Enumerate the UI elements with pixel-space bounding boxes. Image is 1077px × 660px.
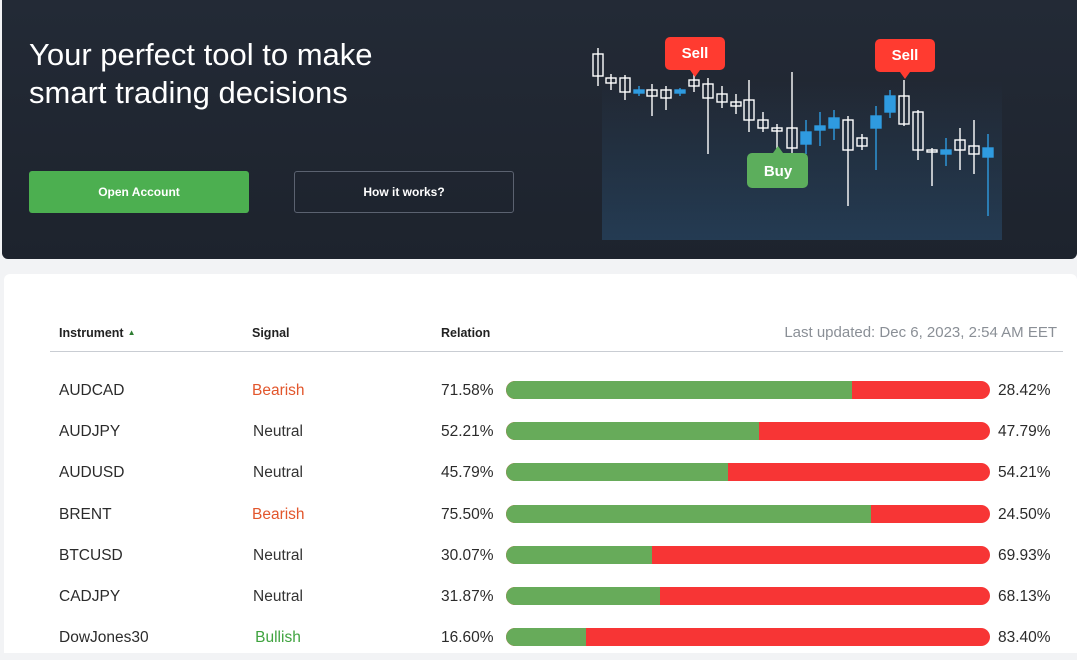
buy-percentage: 45.79% bbox=[441, 464, 494, 482]
signal-label: Neutral bbox=[253, 423, 303, 441]
sort-ascending-icon: ▲ bbox=[127, 328, 136, 337]
relation-bar-fill bbox=[506, 381, 853, 399]
how-it-works-button[interactable]: How it works? bbox=[294, 171, 514, 213]
relation-column-header: Relation bbox=[441, 326, 491, 340]
relation-bar bbox=[506, 545, 990, 564]
instrument-column-header[interactable]: Instrument ▲ bbox=[59, 326, 136, 340]
signal-label: Bearish bbox=[252, 382, 305, 399]
signal-column-header: Signal bbox=[252, 326, 290, 340]
relation-bar bbox=[506, 463, 990, 482]
sell-percentage: 28.42% bbox=[998, 382, 1051, 399]
buy-percentage: 30.07% bbox=[441, 546, 494, 564]
relation-bar-fill bbox=[506, 587, 661, 605]
sell-percentage: 24.50% bbox=[998, 505, 1051, 523]
buy-tag: Buy bbox=[747, 146, 808, 188]
table-row[interactable]: BTCUSD Neutral 30.07% 69.93% bbox=[50, 537, 1063, 578]
sell-tag-2-label: Sell bbox=[892, 47, 919, 64]
instrument-name: AUDJPY bbox=[59, 423, 121, 441]
buy-percentage: 71.58% bbox=[441, 382, 494, 399]
instrument-name: AUDUSD bbox=[59, 464, 125, 482]
relation-bar bbox=[506, 628, 990, 647]
relation-bar-fill bbox=[506, 422, 759, 441]
buy-tag-label: Buy bbox=[764, 163, 793, 180]
sell-tag-2: Sell bbox=[875, 39, 935, 79]
relation-bar bbox=[506, 504, 990, 523]
relation-bar-fill bbox=[506, 628, 587, 647]
table-row[interactable]: DowJones30 Bullish 16.60% 83.40% bbox=[50, 619, 1063, 660]
relation-bar bbox=[506, 381, 990, 399]
buy-percentage: 31.87% bbox=[441, 588, 494, 605]
candlestick-illustration: Sell Sell Buy bbox=[592, 37, 1002, 240]
instrument-name: DowJones30 bbox=[59, 629, 149, 647]
instrument-name: BRENT bbox=[59, 505, 112, 523]
instrument-header-label: Instrument bbox=[59, 326, 124, 340]
signal-label: Neutral bbox=[253, 546, 303, 564]
hero-title: Your perfect tool to make smart trading … bbox=[29, 37, 373, 110]
table-row[interactable]: CADJPY Neutral 31.87% 68.13% bbox=[50, 578, 1063, 619]
sell-percentage: 47.79% bbox=[998, 423, 1051, 441]
table-row[interactable]: AUDJPY Neutral 52.21% 47.79% bbox=[50, 413, 1063, 454]
relation-bar bbox=[506, 422, 990, 441]
buy-percentage: 52.21% bbox=[441, 423, 494, 441]
hero-banner: Your perfect tool to make smart trading … bbox=[2, 0, 1077, 259]
relation-bar-fill bbox=[506, 545, 652, 564]
relation-bar-fill bbox=[506, 504, 872, 523]
last-updated-text: Last updated: Dec 6, 2023, 2:54 AM EET bbox=[784, 324, 1057, 341]
open-account-button[interactable]: Open Account bbox=[29, 171, 249, 213]
signal-label: Bullish bbox=[255, 629, 301, 647]
table-row[interactable]: AUDUSD Neutral 45.79% 54.21% bbox=[50, 454, 1063, 495]
signal-label: Neutral bbox=[253, 588, 303, 605]
sell-percentage: 83.40% bbox=[998, 629, 1051, 647]
buy-percentage: 16.60% bbox=[441, 629, 494, 647]
relation-bar-fill bbox=[506, 463, 728, 482]
sell-percentage: 54.21% bbox=[998, 464, 1051, 482]
instrument-name: CADJPY bbox=[59, 588, 121, 605]
sentiment-panel: Instrument ▲ Signal Relation Last updated… bbox=[4, 274, 1077, 653]
table-row[interactable]: AUDCAD Bearish 71.58% 28.42% bbox=[50, 372, 1063, 413]
instrument-name: BTCUSD bbox=[59, 546, 123, 564]
sell-percentage: 69.93% bbox=[998, 546, 1051, 564]
instrument-name: AUDCAD bbox=[59, 382, 125, 399]
table-header: Instrument ▲ Signal Relation Last updated… bbox=[50, 314, 1063, 352]
signal-label: Bearish bbox=[252, 505, 305, 523]
sell-percentage: 68.13% bbox=[998, 588, 1051, 605]
signal-label: Neutral bbox=[253, 464, 303, 482]
relation-bar bbox=[506, 587, 990, 605]
sell-tag-1: Sell bbox=[665, 37, 725, 77]
buy-percentage: 75.50% bbox=[441, 505, 494, 523]
table-row[interactable]: BRENT Bearish 75.50% 24.50% bbox=[50, 496, 1063, 537]
sell-tag-1-label: Sell bbox=[682, 45, 709, 62]
